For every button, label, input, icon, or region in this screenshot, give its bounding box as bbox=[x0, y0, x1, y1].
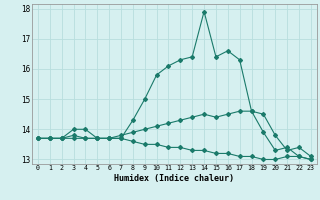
X-axis label: Humidex (Indice chaleur): Humidex (Indice chaleur) bbox=[115, 174, 234, 183]
